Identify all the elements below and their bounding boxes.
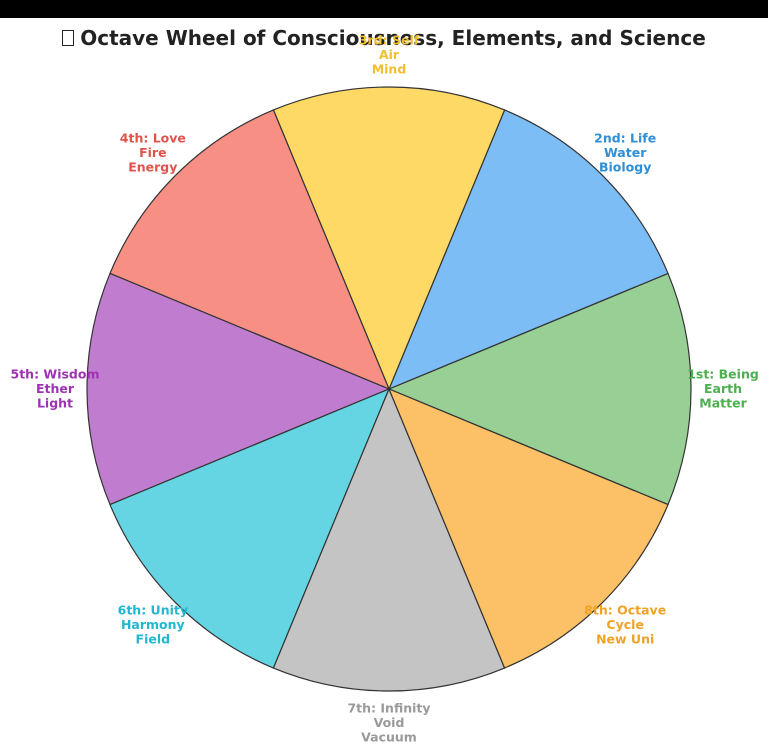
pie-slice-6: [109, 387, 391, 669]
slice-label-line: Ether: [36, 381, 75, 396]
slice-labels: 1st: Being Earth Matter 2nd: Life Water Biolo…: [11, 32, 759, 744]
slice-label-7: 7th: Infinity Void Vacuum: [347, 700, 430, 744]
pie-slice-3: [272, 86, 506, 391]
slice-label-4: 4th: Love Fire Energy: [120, 130, 186, 174]
slice-label-line: Cycle: [606, 617, 644, 632]
slice-label-2: 2nd: Life Water Biology: [594, 130, 656, 174]
slice-label-line: 1st: Being: [687, 366, 759, 381]
pie-slice-5: [86, 272, 391, 506]
chart-title: Octave Wheel of Consciousness, Elements,…: [0, 26, 768, 50]
top-bar: [0, 0, 768, 18]
slice-label-line: 7th: Infinity: [347, 700, 430, 715]
slice-label-6: 6th: Unity Harmony Field: [118, 602, 188, 646]
slice-label-line: Biology: [599, 159, 651, 174]
slice-label-line: Void: [374, 715, 405, 730]
slice-label-line: Earth: [704, 381, 742, 396]
pie-slice-8: [387, 387, 669, 669]
glyph-icon: [62, 30, 75, 46]
slice-label-line: Harmony: [121, 617, 185, 632]
slice-label-8: 8th: Octave Cycle New Uni: [584, 602, 666, 646]
slice-label-line: 8th: Octave: [584, 602, 666, 617]
slice-label-3: 3rd: Self Air Mind: [359, 32, 420, 76]
slice-label-line: Light: [37, 395, 73, 410]
pie-slice-1: [387, 272, 692, 506]
slice-label-1: 1st: Being Earth Matter: [687, 366, 759, 410]
slice-label-line: 5th: Wisdom: [11, 366, 100, 381]
slice-label-line: Vacuum: [361, 729, 417, 744]
slice-label-line: Field: [136, 631, 171, 646]
chart-title-text: Octave Wheel of Consciousness, Elements,…: [80, 26, 706, 50]
slice-label-line: Air: [379, 47, 400, 62]
pie-slices: [86, 86, 692, 692]
slice-label-line: 3rd: Self: [359, 32, 420, 47]
slice-label-line: Mind: [372, 61, 407, 76]
slice-label-5: 5th: Wisdom Ether Light: [11, 366, 100, 410]
pie-slice-4: [109, 109, 391, 391]
pie-slice-2: [387, 109, 669, 391]
slice-label-line: Fire: [139, 144, 166, 159]
pie-slice-7: [272, 387, 506, 692]
slice-label-line: 4th: Love: [120, 130, 186, 145]
slice-label-line: Water: [604, 144, 647, 159]
slice-label-line: New Uni: [596, 631, 654, 646]
slice-label-line: Matter: [699, 395, 747, 410]
slice-label-line: 6th: Unity: [118, 602, 188, 617]
slice-label-line: Energy: [128, 159, 177, 174]
slice-label-line: 2nd: Life: [594, 130, 656, 145]
